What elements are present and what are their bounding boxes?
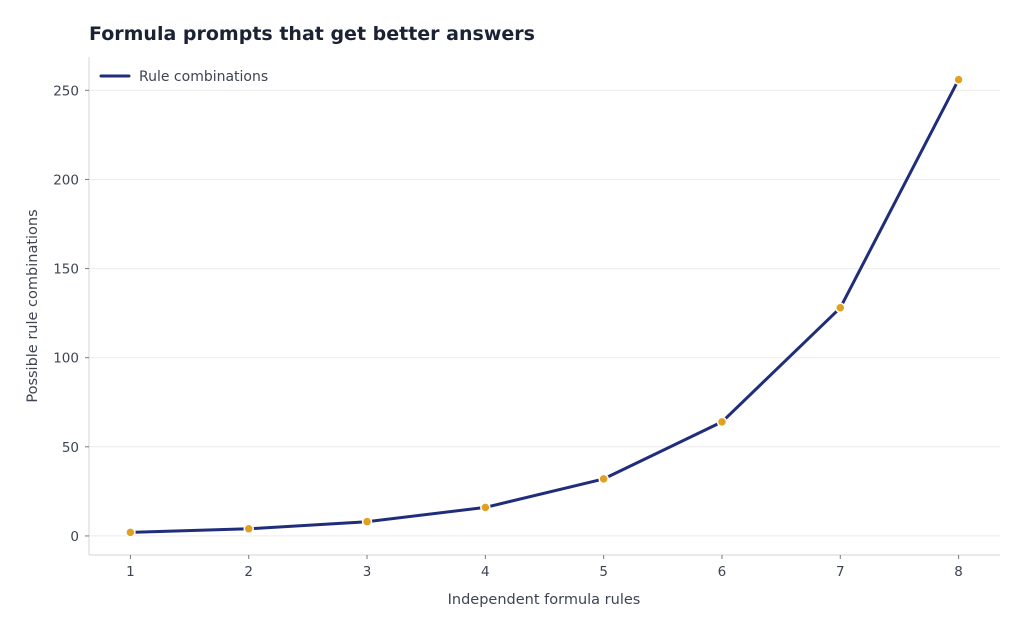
legend-label: Rule combinations — [139, 69, 268, 85]
data-point — [598, 473, 609, 485]
y-tick-label: 250 — [53, 83, 79, 99]
data-point — [361, 516, 373, 527]
y-tick-label: 100 — [53, 351, 79, 367]
x-tick-label: 5 — [599, 564, 608, 580]
x-tick-label: 4 — [481, 564, 490, 580]
x-axis-label: Independent formula rules — [448, 592, 641, 608]
x-tick-label: 6 — [718, 564, 727, 580]
x-tick-label: 2 — [244, 564, 253, 580]
x-tick-label: 3 — [363, 564, 372, 580]
y-tick-label: 200 — [53, 172, 79, 188]
data-point — [480, 502, 491, 513]
data-point — [243, 523, 254, 535]
data-point — [835, 302, 846, 314]
legend: Rule combinations — [99, 69, 268, 85]
axes — [88, 57, 1000, 556]
x-tick-label: 8 — [954, 564, 963, 580]
x-tick-label: 7 — [836, 564, 845, 580]
series-line — [128, 78, 961, 534]
series-group — [125, 74, 964, 538]
y-tick-label: 150 — [53, 262, 79, 278]
data-point — [953, 74, 964, 85]
chart-title: Formula prompts that get better answers — [89, 23, 535, 45]
x-tick-label: 1 — [126, 564, 135, 580]
grid — [89, 89, 1000, 537]
y-ticks: 0 50 100 150 200 250 — [53, 83, 89, 545]
y-axis-label: Possible rule combinations — [25, 209, 41, 402]
y-tick-label: 50 — [62, 440, 79, 456]
x-ticks: 1 2 3 4 5 6 7 8 — [126, 555, 963, 580]
data-point — [125, 527, 136, 538]
data-point — [716, 416, 728, 428]
y-tick-label: 0 — [70, 529, 79, 545]
